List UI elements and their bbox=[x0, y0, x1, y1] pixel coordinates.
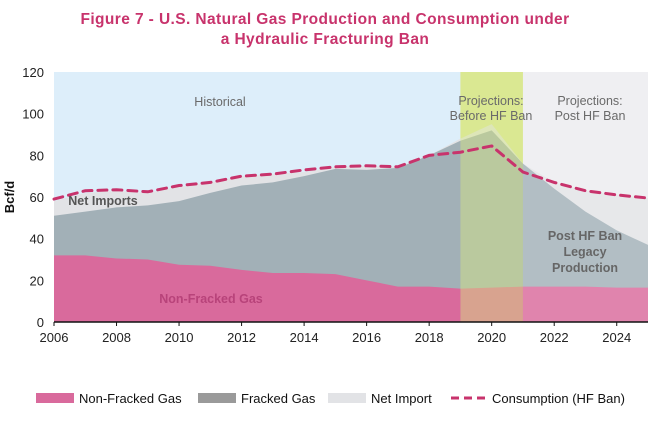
legend-label-3: Consumption (HF Ban) bbox=[492, 391, 625, 406]
y-tick-label-40: 40 bbox=[30, 232, 44, 247]
legend-swatch-1 bbox=[198, 393, 236, 403]
x-tick-label-2014: 2014 bbox=[290, 330, 319, 345]
legend-swatch-0 bbox=[36, 393, 74, 403]
annotation-post-hf-ban-line3: Production bbox=[552, 261, 618, 275]
x-tick-label-2006: 2006 bbox=[40, 330, 69, 345]
x-tick-label-2022: 2022 bbox=[540, 330, 569, 345]
chart-title: Figure 7 - U.S. Natural Gas Production a… bbox=[0, 10, 650, 50]
in-chart-labels: Historical Projections:Before HF BanProje… bbox=[68, 94, 625, 306]
x-tick-label-2010: 2010 bbox=[165, 330, 194, 345]
y-tick-label-60: 60 bbox=[30, 190, 44, 205]
legend: Non-Fracked Gas Fracked Gas Net Import Cons… bbox=[36, 391, 625, 406]
y-axis-label: Bcf/d bbox=[2, 181, 17, 214]
region-label-historical: Historical bbox=[194, 95, 245, 109]
legend-label-1: Fracked Gas bbox=[241, 391, 316, 406]
y-tick-label-120: 120 bbox=[22, 65, 44, 80]
region-label-before-line1: Projections: bbox=[458, 94, 523, 108]
consumption-line bbox=[52, 144, 650, 201]
x-tick-label-2018: 2018 bbox=[415, 330, 444, 345]
legend-label-0: Non-Fracked Gas bbox=[79, 391, 182, 406]
region-label-post-line1: Projections: bbox=[557, 94, 622, 108]
y-tick-label-100: 100 bbox=[22, 107, 44, 122]
annotation-post-hf-ban-line2: Legacy bbox=[563, 245, 606, 259]
chart-title-line-1: Figure 7 - U.S. Natural Gas Production a… bbox=[80, 11, 570, 28]
overlay-before-hf-ban bbox=[460, 72, 523, 322]
x-tick-label-2024: 2024 bbox=[602, 330, 631, 345]
x-tick-label-2016: 2016 bbox=[352, 330, 381, 345]
legend-swatch-2 bbox=[328, 393, 366, 403]
annotation-post-hf-ban-line1: Post HF Ban bbox=[548, 229, 622, 243]
consumption-hf-ban-line bbox=[52, 144, 650, 201]
x-tick-label-2012: 2012 bbox=[227, 330, 256, 345]
annotation-net-imports: Net Imports bbox=[68, 194, 138, 208]
x-tick-label-2020: 2020 bbox=[477, 330, 506, 345]
y-tick-label-0: 0 bbox=[37, 315, 44, 330]
y-tick-label-20: 20 bbox=[30, 273, 44, 288]
region-label-post-line2: Post HF Ban bbox=[555, 109, 626, 123]
region-label-before-line2: Before HF Ban bbox=[450, 109, 533, 123]
y-tick-label-80: 80 bbox=[30, 148, 44, 163]
legend-label-2: Net Import bbox=[371, 391, 432, 406]
area-non-fracked-gas bbox=[54, 255, 648, 322]
chart-title-line-2: a Hydraulic Fracturing Ban bbox=[220, 31, 430, 48]
annotation-non-fracked-gas: Non-Fracked Gas bbox=[159, 292, 263, 306]
axes: 2006 2008 2010 2012 2014 2016 2018 2020 2022 2024… bbox=[2, 65, 648, 345]
x-tick-label-2008: 2008 bbox=[102, 330, 131, 345]
